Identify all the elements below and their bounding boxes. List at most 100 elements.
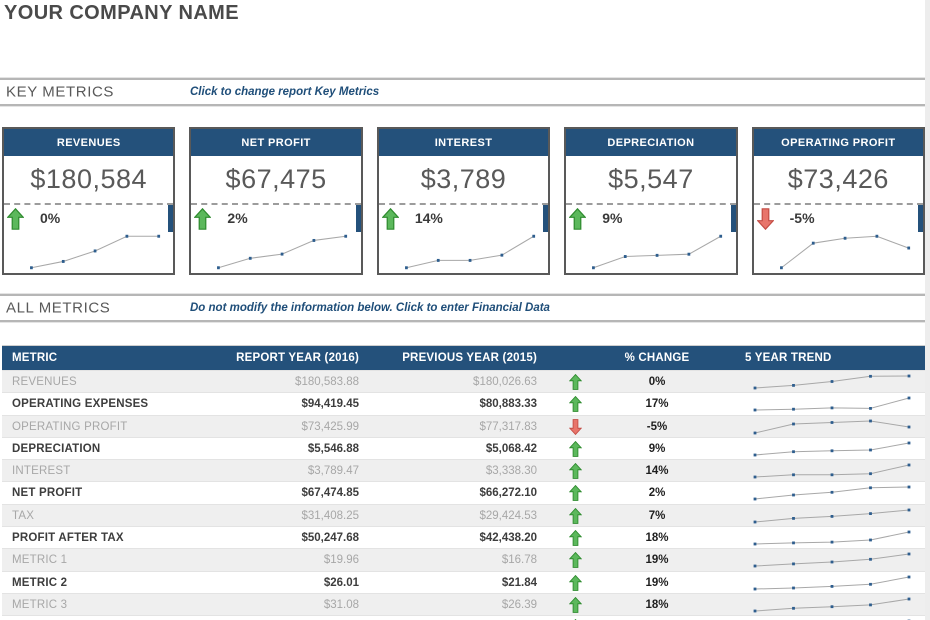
enter-financial-data-link[interactable]: Do not modify the information below. Cli… bbox=[190, 302, 550, 314]
column-header-5-year-trend: 5 YEAR TREND bbox=[745, 352, 832, 364]
previous-year-value bbox=[365, 616, 543, 620]
previous-year-value: $42,438.20 bbox=[479, 532, 537, 545]
report-year-value: $94,419.45 bbox=[301, 398, 359, 411]
report-year-value: $73,425.99 bbox=[301, 420, 359, 433]
report-year-value bbox=[228, 616, 365, 620]
metric-name: OPERATING PROFIT bbox=[12, 420, 128, 433]
report-year-value: $5,546.88 bbox=[307, 442, 359, 455]
metric-name: OPERATING EXPENSES bbox=[12, 398, 149, 411]
up-arrow-icon bbox=[543, 438, 607, 460]
kpi-card-change: 0% bbox=[40, 210, 61, 226]
column-header-report-year-2016: REPORT YEAR (2016) bbox=[236, 352, 359, 364]
kpi-card-sparkline bbox=[4, 231, 173, 273]
five-year-trend-sparkline bbox=[707, 527, 925, 549]
kpi-card-sparkline bbox=[379, 231, 548, 273]
kpi-card-title: INTEREST bbox=[378, 129, 549, 156]
five-year-trend-sparkline bbox=[707, 505, 925, 527]
kpi-cards-row: REVENUES $180,584 0% NET PROFIT $67,475 2% INT… bbox=[2, 127, 926, 275]
table-header-row: METRIC REPORT YEAR (2016) PREVIOUS YEAR (2… bbox=[2, 346, 925, 370]
five-year-trend-sparkline bbox=[707, 393, 925, 415]
report-year-value: $67,474.85 bbox=[301, 487, 359, 500]
all-metrics-title: ALL METRICS bbox=[6, 299, 111, 317]
up-arrow-icon bbox=[543, 549, 607, 571]
percent-change-value: 18% bbox=[645, 598, 669, 611]
up-arrow-icon bbox=[543, 527, 607, 549]
table-row-operating-expenses: OPERATING EXPENSES $94,419.45 $80,883.33 17… bbox=[2, 392, 925, 415]
five-year-trend-sparkline bbox=[707, 616, 925, 620]
kpi-card-change-row: -5% bbox=[753, 203, 924, 232]
previous-year-value: $80,883.33 bbox=[479, 398, 537, 411]
column-header-change: % CHANGE bbox=[624, 352, 690, 364]
five-year-trend-sparkline bbox=[707, 549, 925, 571]
kpi-card-title: OPERATING PROFIT bbox=[753, 129, 924, 156]
percent-change-value: 19% bbox=[645, 554, 669, 567]
up-arrow-icon bbox=[543, 505, 607, 527]
kpi-card-change-row: 0% bbox=[4, 203, 174, 232]
right-margin-strip bbox=[925, 0, 930, 620]
up-arrow-icon bbox=[543, 482, 607, 504]
percent-change-value: -5% bbox=[646, 420, 668, 433]
kpi-card-net-profit: NET PROFIT $67,475 2% bbox=[189, 127, 363, 275]
kpi-card-sparkline bbox=[191, 231, 360, 273]
table-row-metric-2: METRIC 2 $26.01 $21.84 19% bbox=[2, 570, 925, 594]
previous-year-value: $26.39 bbox=[501, 598, 537, 611]
kpi-card-value: $73,426 bbox=[787, 164, 889, 194]
previous-year-value: $66,272.10 bbox=[479, 487, 537, 500]
card-accent-strip bbox=[355, 205, 361, 232]
kpi-card-revenues: REVENUES $180,584 0% bbox=[2, 127, 176, 275]
percent-change-value bbox=[607, 616, 707, 620]
up-arrow-icon bbox=[381, 207, 400, 230]
company-name[interactable]: YOUR COMPANY NAME bbox=[4, 2, 239, 24]
up-arrow-icon bbox=[6, 207, 25, 230]
report-year-value: $180,583.88 bbox=[295, 376, 359, 388]
previous-year-value: $180,026.63 bbox=[473, 376, 537, 388]
percent-change-value: 9% bbox=[648, 442, 666, 455]
key-metrics-section-header: KEY METRICS Click to change report Key M… bbox=[0, 78, 925, 106]
card-accent-strip bbox=[543, 205, 549, 232]
previous-year-value: $77,317.83 bbox=[479, 420, 537, 433]
kpi-card-operating-profit: OPERATING PROFIT $73,426 -5% bbox=[751, 127, 926, 275]
report-year-value: $19.96 bbox=[323, 554, 359, 567]
kpi-card-change-row: 9% bbox=[566, 203, 736, 232]
percent-change-value: 19% bbox=[645, 576, 669, 589]
report-year-value: $3,789.47 bbox=[307, 465, 359, 478]
all-metrics-section-header: ALL METRICS Do not modify the informatio… bbox=[0, 294, 925, 322]
column-header-metric: METRIC bbox=[12, 352, 58, 364]
previous-year-value: $21.84 bbox=[501, 576, 537, 589]
kpi-card-change-row: 2% bbox=[191, 203, 361, 232]
percent-change-value: 0% bbox=[648, 376, 666, 388]
up-arrow-icon bbox=[543, 594, 607, 616]
kpi-card-value: $67,475 bbox=[225, 164, 327, 194]
metric-name bbox=[2, 616, 228, 620]
kpi-card-title: DEPRECIATION bbox=[566, 129, 736, 156]
change-key-metrics-link[interactable]: Click to change report Key Metrics bbox=[190, 86, 380, 98]
metric-name: METRIC 3 bbox=[12, 598, 68, 611]
up-arrow-icon bbox=[543, 460, 607, 482]
metric-name: DEPRECIATION bbox=[12, 442, 101, 455]
up-arrow-icon bbox=[193, 207, 213, 230]
previous-year-value: $5,068.42 bbox=[485, 442, 537, 455]
kpi-card-value: $180,584 bbox=[30, 164, 148, 194]
kpi-card-change: 14% bbox=[414, 210, 443, 226]
up-arrow-icon bbox=[543, 371, 607, 393]
kpi-card-title: REVENUES bbox=[4, 129, 174, 156]
percent-change-value: 2% bbox=[648, 487, 666, 500]
metric-name: PROFIT AFTER TAX bbox=[12, 532, 124, 545]
key-metrics-title: KEY METRICS bbox=[6, 83, 115, 101]
card-accent-strip bbox=[730, 205, 736, 232]
table-row-operating-profit: OPERATING PROFIT $73,425.99 $77,317.83 -5% bbox=[2, 414, 925, 437]
report-year-value: $31.08 bbox=[323, 598, 359, 611]
five-year-trend-sparkline bbox=[707, 371, 925, 393]
five-year-trend-sparkline bbox=[707, 572, 925, 594]
card-accent-strip bbox=[918, 205, 924, 232]
report-year-value: $26.01 bbox=[323, 576, 359, 589]
table-row-metric-3: METRIC 3 $31.08 $26.39 18% bbox=[2, 592, 925, 616]
five-year-trend-sparkline bbox=[707, 482, 925, 504]
up-arrow-icon bbox=[543, 616, 607, 620]
card-accent-strip bbox=[168, 205, 174, 232]
report-year-value: $50,247.68 bbox=[301, 532, 359, 545]
up-arrow-icon bbox=[543, 572, 607, 594]
metric-name: NET PROFIT bbox=[12, 487, 83, 500]
table-row-net-profit: NET PROFIT $67,474.85 $66,272.10 2% bbox=[2, 481, 925, 504]
